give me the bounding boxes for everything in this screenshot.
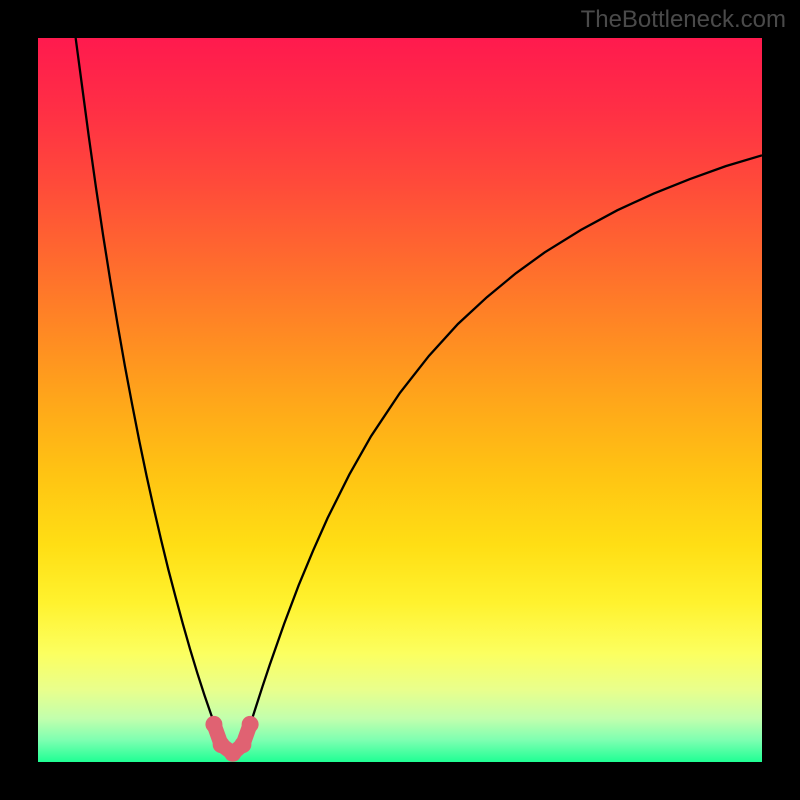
bottleneck-chart xyxy=(0,0,800,800)
chart-container: TheBottleneck.com xyxy=(0,0,800,800)
plot-background xyxy=(38,38,762,762)
marker-dot xyxy=(205,716,222,733)
marker-dot xyxy=(234,736,251,753)
watermark-text: TheBottleneck.com xyxy=(581,6,786,34)
marker-dot xyxy=(242,716,259,733)
